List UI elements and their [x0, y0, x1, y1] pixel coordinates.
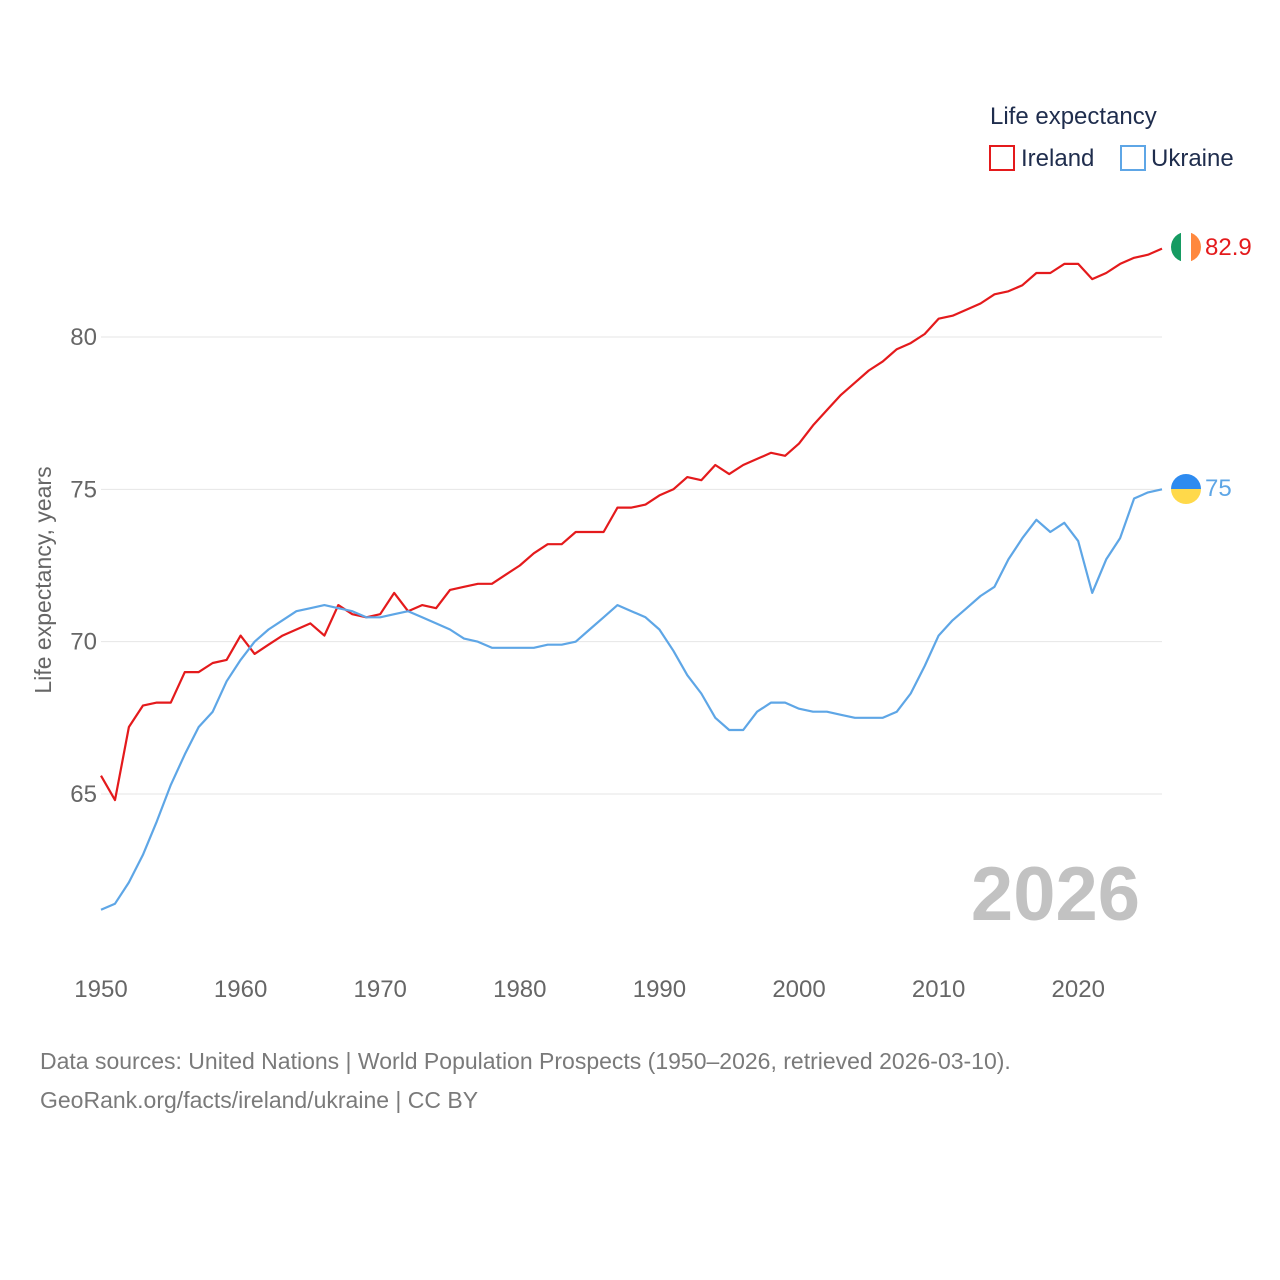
x-axis-ticks: 1950 1960 1970 1980 1990 2000 2010 2020	[74, 976, 1105, 1003]
footer: Data sources: United Nations | World Pop…	[40, 1042, 1011, 1120]
series-line-ukraine[interactable]	[100, 488, 1163, 911]
legend-swatch-ukraine	[1120, 145, 1146, 171]
x-tick-label: 1970	[354, 976, 407, 1003]
ireland-flag-icon	[1171, 232, 1201, 262]
ukraine-flag-icon	[1171, 474, 1201, 504]
y-tick-label: 70	[70, 629, 97, 656]
y-axis-ticks: 65 70 75 80	[70, 324, 97, 808]
x-tick-label: 1990	[633, 976, 686, 1003]
series-lines	[100, 247, 1163, 911]
x-tick-label: 2020	[1052, 976, 1105, 1003]
end-label-ireland: 82.9	[1205, 234, 1252, 261]
life-expectancy-chart: 65 70 75 80 1950 1960 1970 1980 1990 2000 2010 202…	[30, 103, 1252, 1003]
y-axis-title: Life expectancy, years	[30, 466, 56, 693]
data-source-text: Data sources: United Nations | World Pop…	[40, 1048, 1011, 1074]
y-tick-label: 80	[70, 324, 97, 351]
x-tick-label: 1950	[74, 976, 127, 1003]
legend: Life expectancy Ireland Ukraine	[989, 103, 1234, 172]
x-tick-label: 1960	[214, 976, 267, 1003]
x-tick-label: 2010	[912, 976, 965, 1003]
legend-label-ukraine: Ukraine	[1151, 145, 1234, 172]
x-tick-label: 2000	[772, 976, 825, 1003]
x-tick-label: 1980	[493, 976, 546, 1003]
end-label-ukraine: 75	[1205, 475, 1232, 502]
year-watermark: 2026	[971, 852, 1140, 937]
gridlines	[101, 336, 1162, 795]
y-tick-label: 65	[70, 781, 97, 808]
attribution-link[interactable]: GeoRank.org/facts/ireland/ukraine | CC B…	[40, 1087, 479, 1113]
legend-label-ireland: Ireland	[1021, 145, 1094, 172]
legend-title: Life expectancy	[990, 103, 1157, 130]
legend-swatch-ireland	[989, 145, 1015, 171]
series-line-ireland[interactable]	[100, 247, 1163, 802]
legend-item-ireland[interactable]: Ireland	[989, 145, 1094, 172]
y-tick-label: 75	[70, 476, 97, 503]
legend-item-ukraine[interactable]: Ukraine	[1120, 145, 1234, 172]
